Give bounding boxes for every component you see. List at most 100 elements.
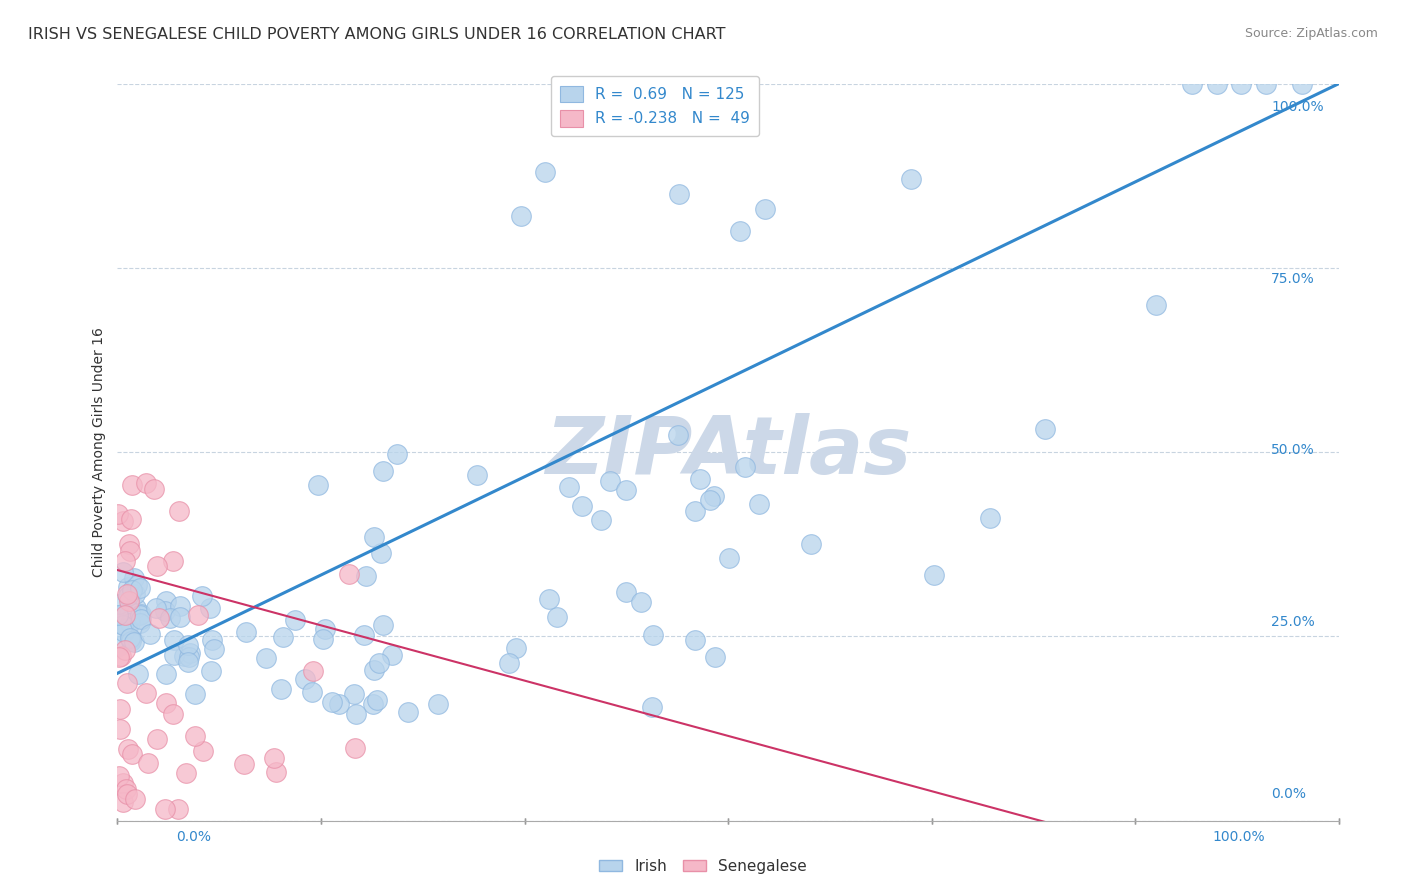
Point <box>169 610 191 624</box>
Point <box>139 627 162 641</box>
Point <box>718 550 741 565</box>
Point <box>284 613 307 627</box>
Point <box>666 428 689 442</box>
Point <box>235 625 257 640</box>
Point <box>922 567 945 582</box>
Point <box>110 702 132 716</box>
Point <box>136 756 159 771</box>
Point <box>120 632 142 646</box>
Point <box>754 202 776 216</box>
Point <box>115 676 138 690</box>
Point <box>107 508 129 522</box>
Point <box>387 447 409 461</box>
Point <box>614 483 637 497</box>
Point <box>153 604 176 618</box>
Point <box>546 610 568 624</box>
Point <box>571 499 593 513</box>
Point <box>120 634 142 648</box>
Point <box>363 663 385 677</box>
Point <box>108 597 131 611</box>
Point <box>121 747 143 762</box>
Text: 100.0%: 100.0% <box>1271 100 1323 114</box>
Point <box>110 648 132 663</box>
Point <box>177 655 200 669</box>
Point <box>122 571 145 585</box>
Point <box>176 766 198 780</box>
Point <box>128 608 150 623</box>
Point <box>668 187 690 202</box>
Text: 0.0%: 0.0% <box>1271 787 1306 801</box>
Point <box>370 546 392 560</box>
Point <box>699 492 721 507</box>
Point <box>301 665 323 679</box>
Point <box>167 504 190 518</box>
Point <box>356 568 378 582</box>
Point <box>271 630 294 644</box>
Point <box>200 600 222 615</box>
Point <box>704 650 727 665</box>
Point <box>233 756 256 771</box>
Point <box>200 664 222 678</box>
Legend: R =  0.69   N = 125, R = -0.238   N =  49: R = 0.69 N = 125, R = -0.238 N = 49 <box>551 77 759 136</box>
Point <box>534 165 557 179</box>
Point <box>118 605 141 619</box>
Point <box>112 565 135 579</box>
Point <box>1033 422 1056 436</box>
Point <box>112 606 135 620</box>
Point <box>155 594 177 608</box>
Point <box>107 769 129 783</box>
Point <box>703 489 725 503</box>
Point <box>591 513 613 527</box>
Point <box>124 791 146 805</box>
Text: 50.0%: 50.0% <box>1271 443 1315 458</box>
Point <box>179 650 201 665</box>
Point <box>108 615 131 630</box>
Point <box>204 642 226 657</box>
Point <box>163 648 186 662</box>
Point <box>145 601 167 615</box>
Point <box>599 474 621 488</box>
Point <box>125 578 148 592</box>
Text: ZIPAtlas: ZIPAtlas <box>546 413 911 491</box>
Point <box>1181 77 1204 91</box>
Point <box>685 633 707 648</box>
Point <box>467 468 489 483</box>
Point <box>166 802 188 816</box>
Point <box>630 595 652 609</box>
Text: 75.0%: 75.0% <box>1271 272 1315 285</box>
Point <box>121 478 143 492</box>
Point <box>121 582 143 597</box>
Point <box>641 628 664 642</box>
Point <box>118 631 141 645</box>
Point <box>129 615 152 630</box>
Point <box>135 476 157 491</box>
Text: 0.0%: 0.0% <box>176 830 211 844</box>
Point <box>118 536 141 550</box>
Point <box>1144 298 1167 312</box>
Point <box>111 796 134 810</box>
Point <box>159 611 181 625</box>
Legend: Irish, Senegalese: Irish, Senegalese <box>593 853 813 880</box>
Point <box>264 765 287 780</box>
Point <box>311 632 333 646</box>
Point <box>117 587 139 601</box>
Point <box>641 700 664 714</box>
Point <box>118 616 141 631</box>
Y-axis label: Child Poverty Among Girls Under 16: Child Poverty Among Girls Under 16 <box>93 327 107 577</box>
Text: 100.0%: 100.0% <box>1213 830 1265 844</box>
Point <box>108 639 131 653</box>
Point <box>396 705 419 719</box>
Point <box>184 687 207 701</box>
Point <box>128 581 150 595</box>
Point <box>1205 77 1227 91</box>
Point <box>125 601 148 615</box>
Point <box>301 684 323 698</box>
Point <box>366 693 388 707</box>
Point <box>509 209 531 223</box>
Point <box>538 592 561 607</box>
Point <box>270 682 292 697</box>
Point <box>685 504 707 518</box>
Point <box>381 648 404 662</box>
Point <box>184 729 207 743</box>
Point <box>800 537 823 551</box>
